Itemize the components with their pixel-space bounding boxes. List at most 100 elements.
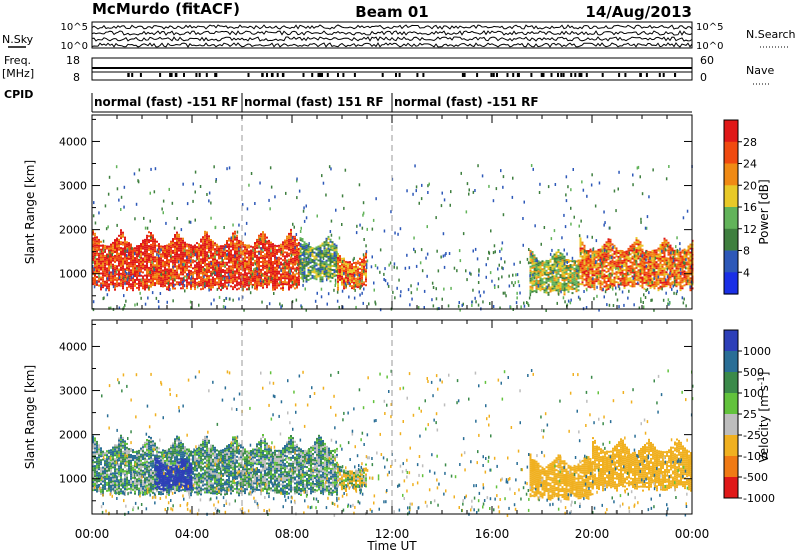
echo-cell bbox=[629, 261, 632, 264]
sparse-echo bbox=[244, 232, 246, 236]
echo-cell bbox=[355, 279, 357, 282]
echo-cell bbox=[286, 263, 288, 266]
echo-cell bbox=[657, 253, 660, 256]
echo-cell bbox=[222, 269, 224, 271]
echo-cell bbox=[276, 264, 278, 267]
echo-cell bbox=[214, 252, 216, 255]
echo-cell bbox=[335, 264, 338, 267]
echo-cell bbox=[575, 268, 578, 271]
sparse-echo bbox=[591, 284, 593, 288]
echo-cell bbox=[186, 269, 188, 272]
echo-cell bbox=[557, 290, 560, 293]
echo-cell bbox=[363, 259, 365, 262]
echo-cell bbox=[627, 247, 630, 250]
echo-cell bbox=[589, 250, 592, 253]
sparse-echo bbox=[156, 253, 158, 257]
echo-cell bbox=[641, 278, 644, 281]
echo-cell bbox=[335, 244, 338, 247]
sparse-echo bbox=[565, 193, 567, 197]
echo-cell bbox=[116, 267, 118, 270]
echo-cell bbox=[94, 232, 96, 235]
echo-cell bbox=[132, 249, 134, 252]
echo-cell bbox=[689, 289, 692, 292]
sparse-echo bbox=[207, 254, 210, 258]
sparse-echo bbox=[295, 269, 297, 273]
echo-cell bbox=[102, 266, 104, 269]
echo-cell bbox=[242, 269, 244, 272]
echo-cell bbox=[214, 262, 216, 265]
echo-cell bbox=[585, 275, 588, 278]
echo-cell bbox=[351, 273, 353, 276]
echo-cell bbox=[262, 241, 264, 243]
echo-cell bbox=[683, 258, 686, 261]
echo-cell bbox=[597, 278, 600, 281]
echo-cell bbox=[260, 268, 262, 271]
echo-cell bbox=[234, 262, 236, 265]
echo-cell bbox=[315, 272, 318, 275]
echo-cell bbox=[142, 265, 144, 268]
echo-cell bbox=[577, 283, 580, 286]
echo-cell bbox=[307, 255, 310, 258]
echo-cell bbox=[292, 279, 294, 282]
sparse-echo bbox=[394, 296, 396, 300]
echo-cell bbox=[126, 261, 128, 264]
echo-cell bbox=[613, 278, 616, 281]
echo-cell bbox=[234, 246, 236, 249]
sparse-echo bbox=[615, 209, 617, 213]
echo-cell bbox=[206, 251, 208, 254]
echo-cell bbox=[675, 269, 678, 272]
sparse-echo bbox=[404, 266, 407, 270]
echo-cell bbox=[319, 280, 322, 283]
echo-cell bbox=[661, 248, 664, 250]
echo-cell bbox=[168, 277, 170, 279]
echo-cell bbox=[303, 275, 306, 277]
echo-cell bbox=[331, 276, 334, 279]
echo-cell bbox=[671, 265, 674, 268]
echo-cell bbox=[361, 284, 363, 287]
echo-cell bbox=[309, 277, 312, 280]
sparse-echo bbox=[592, 277, 594, 281]
echo-cell bbox=[685, 253, 688, 256]
echo-cell bbox=[321, 270, 324, 273]
echo-cell bbox=[675, 285, 678, 288]
echo-cell bbox=[128, 250, 130, 252]
echo-cell bbox=[198, 267, 200, 269]
echo-cell bbox=[623, 275, 626, 277]
echo-cell bbox=[280, 277, 282, 280]
echo-cell bbox=[347, 277, 349, 280]
echo-cell bbox=[266, 282, 268, 285]
echo-cell bbox=[196, 269, 198, 272]
sparse-echo bbox=[426, 274, 428, 278]
echo-cell bbox=[298, 249, 300, 252]
echo-cell bbox=[619, 273, 622, 276]
echo-cell bbox=[122, 267, 124, 270]
echo-cell bbox=[663, 283, 666, 286]
echo-cell bbox=[280, 275, 282, 278]
echo-cell bbox=[190, 258, 192, 261]
sparse-echo bbox=[104, 204, 107, 208]
sparse-echo bbox=[520, 305, 522, 309]
echo-cell bbox=[623, 269, 626, 271]
echo-cell bbox=[216, 281, 218, 284]
echo-cell bbox=[142, 263, 144, 266]
echo-cell bbox=[593, 280, 596, 283]
echo-cell bbox=[345, 268, 347, 271]
echo-cell bbox=[214, 274, 216, 276]
echo-cell bbox=[681, 277, 684, 280]
echo-cell bbox=[208, 263, 210, 266]
echo-cell bbox=[150, 267, 152, 270]
echo-cell bbox=[274, 268, 276, 271]
echo-cell bbox=[633, 251, 636, 254]
echo-cell bbox=[242, 277, 244, 280]
echo-cell bbox=[200, 252, 202, 255]
echo-cell bbox=[220, 271, 222, 273]
echo-cell bbox=[643, 268, 646, 270]
echo-cell bbox=[557, 254, 560, 257]
echo-cell bbox=[355, 281, 357, 284]
echo-cell bbox=[262, 286, 264, 289]
echo-cell bbox=[593, 282, 596, 285]
echo-cell bbox=[212, 262, 214, 265]
echo-cell bbox=[134, 261, 136, 264]
echo-cell bbox=[152, 242, 154, 245]
echo-cell bbox=[124, 246, 126, 249]
